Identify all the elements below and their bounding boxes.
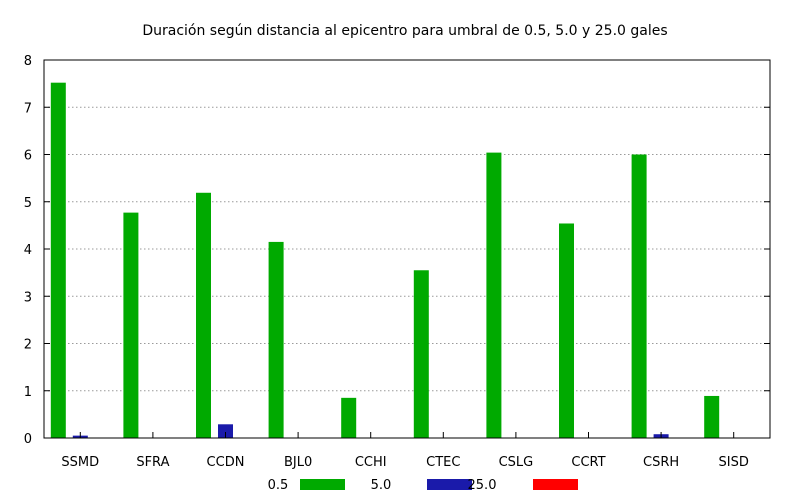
bar [50, 82, 66, 439]
bar [486, 152, 502, 439]
x-axis-labels: SSMD SFRA CCDN BJL0 CCHI CTEC CSLG CCRT CSRH SISD [61, 432, 749, 470]
bar [218, 424, 233, 438]
legend-swatch [427, 479, 472, 490]
x-tick-label: CCDN [207, 455, 245, 470]
x-tick-label: CSLG [499, 455, 534, 470]
y-tick-label: 0 [24, 432, 32, 447]
legend: 0.5 5.0 25.0 [268, 478, 578, 493]
x-tick-label: CCRT [571, 455, 605, 470]
x-tick-label: CCHI [355, 455, 387, 470]
y-tick-label: 6 [24, 149, 32, 164]
y-tick-label: 3 [24, 290, 32, 305]
x-tick-label: SSMD [61, 455, 99, 470]
bar [631, 154, 647, 438]
bar [559, 223, 574, 438]
bars [50, 82, 720, 439]
x-tick-label: SFRA [136, 455, 169, 470]
bar [268, 241, 284, 438]
bar [123, 212, 139, 438]
legend-swatch [300, 479, 345, 490]
y-tick-label: 1 [24, 385, 32, 400]
bar [341, 397, 357, 438]
legend-label: 5.0 [371, 478, 392, 493]
x-tick-label: BJL0 [284, 455, 312, 470]
y-axis-ticks: 0 1 2 3 4 5 6 7 8 [24, 54, 770, 447]
y-tick-label: 4 [24, 243, 32, 258]
y-tick-label: 7 [24, 101, 32, 116]
x-tick-label: CTEC [426, 455, 460, 470]
y-tick-label: 2 [24, 338, 32, 353]
bar [704, 395, 720, 438]
plot-frame [43, 59, 771, 439]
y-tick-label: 5 [24, 196, 32, 211]
x-tick-label: SISD [719, 455, 749, 470]
legend-label: 0.5 [268, 478, 289, 493]
bar [196, 192, 211, 438]
x-tick-label: CSRH [643, 455, 679, 470]
legend-swatch [533, 479, 578, 490]
legend-label: 25.0 [468, 478, 497, 493]
chart-title: Duración según distancia al epicentro pa… [142, 23, 667, 39]
bar [413, 270, 429, 438]
y-tick-label: 8 [24, 54, 32, 69]
grid-lines [44, 106, 770, 392]
